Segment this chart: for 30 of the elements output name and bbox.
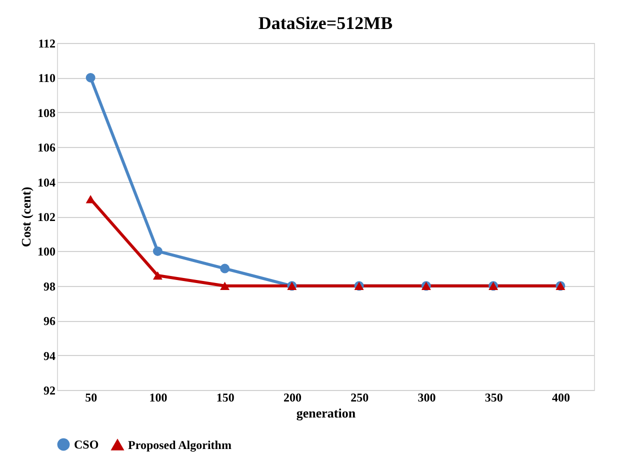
legend-label: CSO bbox=[74, 438, 99, 452]
x-axis-title: generation bbox=[296, 406, 356, 420]
point bbox=[220, 282, 230, 290]
point bbox=[152, 271, 162, 280]
y-tick-label: 104 bbox=[38, 175, 56, 190]
x-tick-label: 250 bbox=[350, 390, 369, 404]
point bbox=[152, 246, 162, 256]
x-tick-label: 300 bbox=[418, 390, 436, 404]
y-tick-label: 100 bbox=[38, 244, 56, 259]
y-tick-label: 98 bbox=[44, 279, 56, 294]
y-tick-label: 106 bbox=[38, 140, 56, 155]
y-tick-label: 112 bbox=[38, 36, 56, 50]
chart-title: DataSize=512MB bbox=[258, 13, 393, 33]
y-tick-label: 102 bbox=[38, 210, 56, 224]
y-tick-label: 110 bbox=[38, 71, 56, 86]
y-tick-label: 94 bbox=[44, 348, 56, 363]
y-tick-label: 96 bbox=[44, 314, 56, 328]
y-tick-label: 108 bbox=[38, 106, 56, 120]
legend-label: Proposed Algorithm bbox=[128, 438, 232, 452]
y-axis-title: Cost (cent) bbox=[18, 186, 34, 248]
x-tick-label: 400 bbox=[552, 390, 570, 404]
point bbox=[220, 264, 230, 274]
y-tick-label: 92 bbox=[44, 384, 56, 398]
point bbox=[86, 72, 96, 82]
x-tick-label: 350 bbox=[484, 390, 503, 404]
point bbox=[86, 195, 96, 204]
x-tick-label: 200 bbox=[283, 390, 302, 404]
x-tick-label: 100 bbox=[149, 390, 168, 404]
x-tick-label: 50 bbox=[85, 390, 98, 404]
x-tick-label: 150 bbox=[216, 390, 234, 404]
